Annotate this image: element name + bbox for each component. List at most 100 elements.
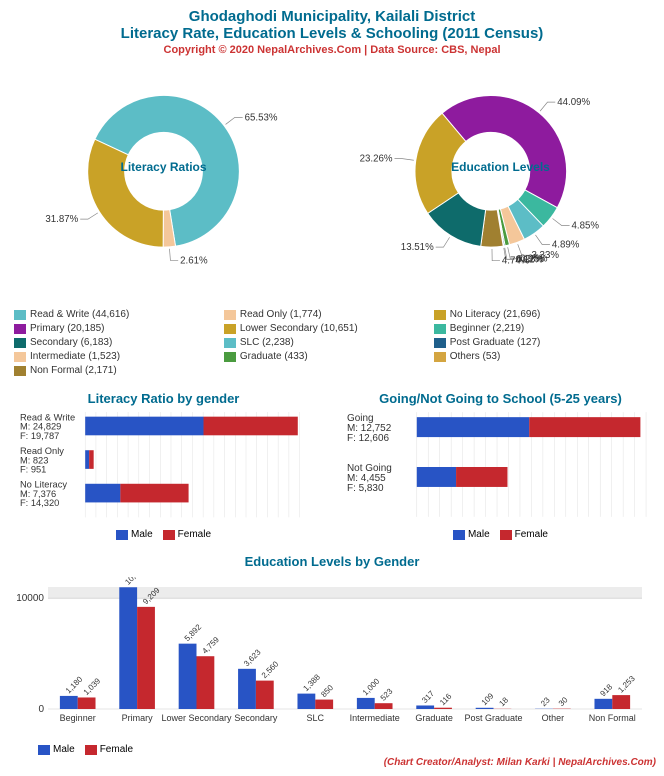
slice-label: 31.87%	[45, 214, 78, 225]
legend-item: Post Graduate (127)	[434, 337, 644, 348]
female-value-label: 1,253	[616, 674, 637, 695]
legend-swatch-icon	[14, 310, 26, 320]
legend-label: Lower Secondary (10,651)	[240, 323, 358, 334]
female-bar	[204, 417, 298, 436]
legend-label: No Literacy (21,696)	[450, 309, 541, 320]
legend-label: Beginner (2,219)	[450, 323, 525, 334]
category-label: Graduate	[415, 713, 453, 723]
male-swatch-icon	[38, 745, 50, 755]
female-bar	[256, 681, 274, 709]
male-value-label: 3,623	[242, 647, 263, 668]
legend-item: Read & Write (44,616)	[14, 309, 224, 320]
mf-legend-1: Male Female	[8, 529, 319, 540]
category-label: Lower Secondary	[161, 713, 232, 723]
category-label: Secondary	[234, 713, 278, 723]
education-donut-title: Education Levels	[451, 160, 550, 174]
male-bar	[417, 417, 529, 437]
legend-label: Secondary (6,183)	[30, 337, 112, 348]
mf-legend-3: Male Female	[38, 744, 656, 755]
male-bar	[357, 698, 375, 709]
male-bar	[119, 587, 137, 709]
footer-credit: (Chart Creator/Analyst: Milan Karki | Ne…	[8, 757, 656, 768]
male-value-label: 23	[539, 695, 552, 708]
male-label: Male	[131, 529, 153, 540]
education-donut-chart: 44.09%4.85%4.89%3.33%0.95%0.28%0.12%4.74…	[345, 66, 656, 296]
female-value-label: 4,759	[200, 635, 221, 656]
y-tick-label: 10000	[16, 593, 44, 604]
combined-legend: Read & Write (44,616)Read Only (1,774)No…	[8, 309, 656, 379]
leader-line	[80, 213, 98, 219]
male-value-label: 1,180	[64, 674, 85, 695]
education-gender-title: Education Levels by Gender	[8, 554, 656, 569]
legend-item: Others (53)	[434, 351, 644, 362]
female-bar	[89, 450, 94, 469]
male-legend-3: Male	[38, 744, 75, 755]
female-bar	[529, 417, 640, 437]
copyright-text: Copyright © 2020 NepalArchives.Com | Dat…	[8, 44, 656, 56]
female-count-label: F: 5,830	[347, 483, 384, 494]
legend-swatch-icon	[14, 338, 26, 348]
male-label: Male	[53, 744, 75, 755]
education-gender-chart: 0100001,1801,039Beginner10,9769,209Prima…	[8, 577, 656, 737]
donuts-row: 65.53%2.61%31.87% Literacy Ratios 44.09%…	[8, 66, 656, 301]
male-legend-2: Male	[453, 529, 490, 540]
y-tick-label: 0	[38, 704, 44, 715]
schooling-title: Going/Not Going to School (5-25 years)	[345, 391, 656, 406]
legend-item: Intermediate (1,523)	[14, 351, 224, 362]
leader-line	[540, 102, 555, 111]
legend-swatch-icon	[224, 324, 236, 334]
male-value-label: 10,976	[123, 577, 147, 587]
leader-line	[436, 237, 450, 247]
legend-swatch-icon	[14, 352, 26, 362]
legend-item: Graduate (433)	[224, 351, 434, 362]
female-swatch-icon	[163, 530, 175, 540]
legend-item: Primary (20,185)	[14, 323, 224, 334]
male-value-label: 1,000	[361, 676, 382, 697]
legend-item: Non Formal (2,171)	[14, 365, 224, 376]
female-count-label: F: 19,787	[20, 431, 59, 441]
legend-swatch-icon	[224, 352, 236, 362]
female-value-label: 850	[319, 683, 335, 699]
male-value-label: 1,388	[301, 672, 322, 693]
male-bar	[417, 467, 456, 487]
leader-line	[394, 159, 413, 161]
legend-swatch-icon	[224, 338, 236, 348]
slice-label: 2.61%	[180, 255, 208, 266]
slice-label: 4.85%	[572, 221, 600, 232]
category-label: Beginner	[60, 713, 96, 723]
female-value-label: 116	[438, 691, 454, 707]
category-label: Non Formal	[589, 713, 636, 723]
legend-swatch-icon	[14, 366, 26, 376]
literacy-gender-container: Literacy Ratio by gender Read & WriteM: …	[8, 391, 319, 540]
header: Ghodaghodi Municipality, Kailali Distric…	[8, 8, 656, 56]
schooling-chart: GoingM: 12,752F: 12,606Not GoingM: 4,455…	[345, 412, 656, 522]
slice-label: 4.74%	[502, 256, 530, 267]
leader-line	[226, 117, 243, 124]
female-legend-3: Female	[85, 744, 133, 755]
legend-swatch-icon	[14, 324, 26, 334]
education-gender-container: Education Levels by Gender 0100001,1801,…	[8, 554, 656, 755]
education-donut-title-text: Education Levels	[451, 160, 550, 174]
male-bar	[238, 669, 256, 709]
legend-swatch-icon	[434, 352, 446, 362]
legend-item: Beginner (2,219)	[434, 323, 644, 334]
literacy-donut-container: 65.53%2.61%31.87% Literacy Ratios	[8, 66, 319, 301]
category-label: Intermediate	[350, 713, 400, 723]
page-title: Ghodaghodi Municipality, Kailali Distric…	[8, 8, 656, 25]
female-swatch-icon	[500, 530, 512, 540]
male-swatch-icon	[116, 530, 128, 540]
female-value-label: 1,039	[82, 676, 103, 697]
male-bar	[476, 708, 494, 709]
legend-label: Non Formal (2,171)	[30, 365, 117, 376]
legend-label: SLC (2,238)	[240, 337, 294, 348]
slice-label: 65.53%	[245, 112, 278, 123]
male-value-label: 918	[598, 682, 614, 698]
male-bar	[416, 705, 434, 709]
legend-label: Others (53)	[450, 351, 501, 362]
female-value-label: 523	[379, 686, 395, 702]
slice-label: 23.26%	[360, 154, 393, 165]
female-label: Female	[178, 529, 211, 540]
category-label: Other	[542, 713, 565, 723]
male-bar	[85, 484, 120, 503]
literacy-gender-chart: Read & WriteM: 24,829F: 19,787Read OnlyM…	[8, 412, 319, 522]
